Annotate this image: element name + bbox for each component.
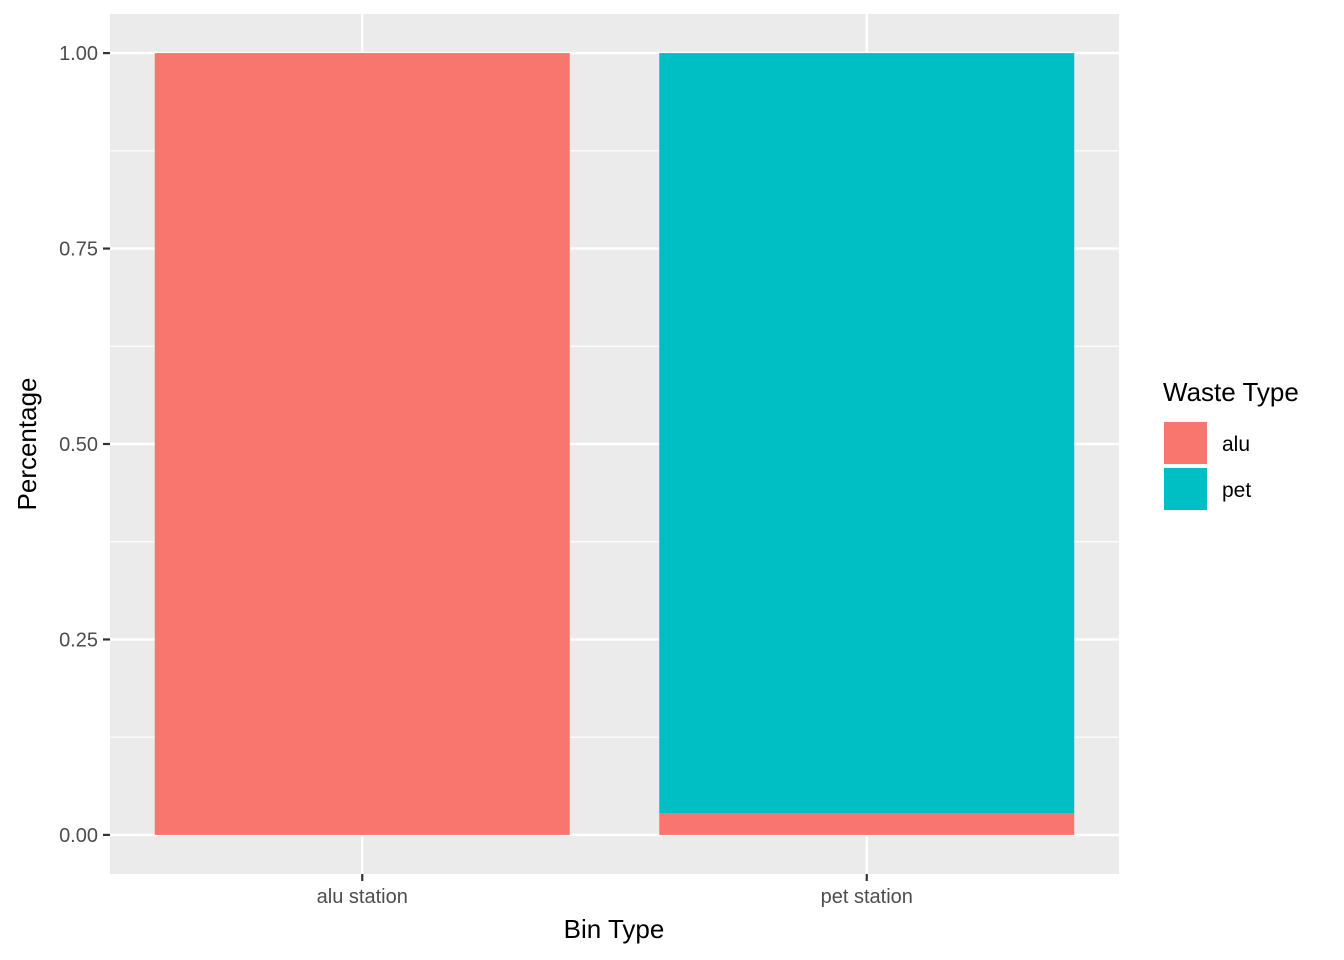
x-axis: alu station pet station [317,874,913,908]
legend-label: pet [1222,479,1251,502]
bars [154,53,1075,835]
x-tick-label: pet station [821,886,913,908]
legend-title: Waste Type [1163,377,1299,407]
legend-key-alu [1164,422,1207,464]
y-tick-label: 0.00 [59,825,98,847]
y-tick-label: 1.00 [59,43,98,65]
x-tick-label: alu station [317,886,408,908]
y-tick-label: 0.25 [59,629,98,651]
legend: Waste Type alu pet [1163,377,1299,510]
bar-alu-1 [154,53,570,835]
x-axis-title: Bin Type [564,914,665,944]
legend-label: alu [1222,433,1250,456]
y-tick-label: 0.50 [59,434,98,456]
y-axis-title: Percentage [12,378,42,511]
y-tick-label: 0.75 [59,239,98,261]
bar-pet-2 [659,53,1075,814]
y-axis: 0.00 0.25 0.50 0.75 1.00 [59,43,110,847]
legend-key-pet [1164,468,1207,510]
bar-alu-2 [659,813,1075,835]
